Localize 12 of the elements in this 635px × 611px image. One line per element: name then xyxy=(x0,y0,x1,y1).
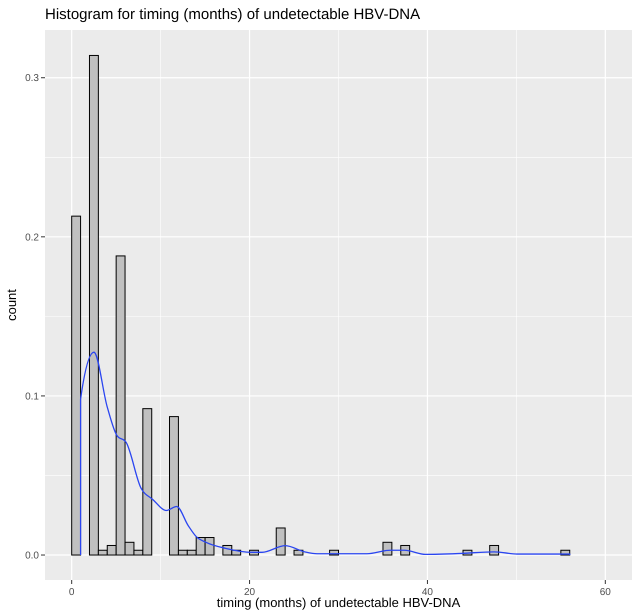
x-tick-label: 0 xyxy=(68,587,75,598)
x-axis-title: timing (months) of undetectable HBV-DNA xyxy=(216,595,461,610)
x-tick-label: 40 xyxy=(422,587,434,598)
chart-title: Histogram for timing (months) of undetectable HBV-DNA xyxy=(45,6,420,23)
y-tick-label: 0.0 xyxy=(25,550,40,562)
y-tick-label: 0.2 xyxy=(25,232,40,244)
y-tick-label: 0.1 xyxy=(25,391,40,402)
line-series xyxy=(80,352,570,556)
x-tick-label: 60 xyxy=(600,587,612,598)
x-tick-label: 20 xyxy=(244,587,256,598)
y-axis-title: count xyxy=(4,288,19,321)
y-tick-label: 0.3 xyxy=(25,73,40,84)
